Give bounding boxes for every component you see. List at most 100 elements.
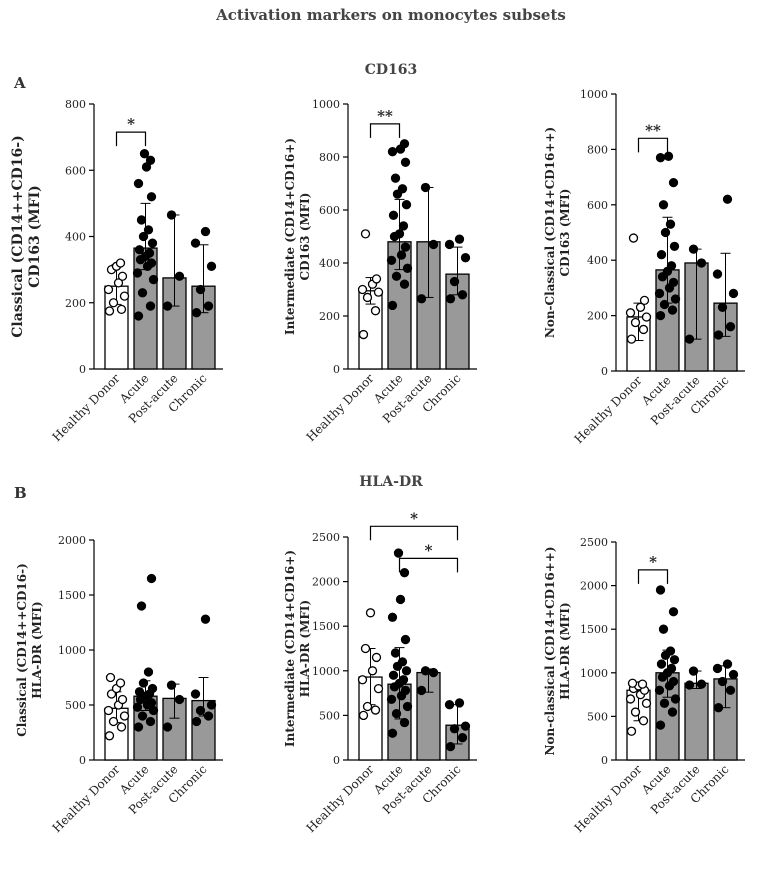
data-point-acute xyxy=(137,288,148,298)
bar-post-acute xyxy=(684,682,709,761)
data-point-acute xyxy=(668,676,679,687)
data-point-chronic xyxy=(712,269,723,279)
data-point-acute xyxy=(387,300,398,311)
data-point-acute xyxy=(655,153,666,163)
y-tick-label: 500 xyxy=(587,710,608,723)
data-point-healthy-donor xyxy=(635,302,646,312)
data-point-healthy-donor xyxy=(108,716,119,727)
significance-bracket xyxy=(369,123,401,138)
significance-bracket xyxy=(637,569,669,584)
data-point-acute xyxy=(660,227,671,238)
data-point-chronic xyxy=(712,663,723,674)
significance-star: * xyxy=(425,541,433,559)
significance-star: * xyxy=(410,509,418,527)
data-point-chronic xyxy=(457,290,468,300)
data-point-healthy-donor xyxy=(117,271,128,281)
y-tick-label: 1000 xyxy=(312,98,340,111)
data-point-acute xyxy=(655,720,666,730)
data-point-acute xyxy=(390,173,401,183)
y-axis-label: Classical (CD14++CD16-)CD163 (MFI) xyxy=(10,135,43,337)
data-point-chronic xyxy=(203,301,214,311)
data-point-acute xyxy=(394,229,405,239)
data-point-healthy-donor xyxy=(625,308,636,318)
data-point-acute xyxy=(668,607,679,617)
data-point-chronic xyxy=(195,705,206,716)
y-tick-label: 500 xyxy=(319,709,340,722)
data-point-acute xyxy=(145,155,156,165)
y-tick-label: 600 xyxy=(65,164,86,177)
data-point-acute xyxy=(667,305,678,315)
data-point-chronic xyxy=(190,689,201,699)
data-point-healthy-donor xyxy=(104,306,115,316)
data-point-healthy-donor xyxy=(370,705,381,715)
data-point-post-acute xyxy=(688,244,699,254)
data-point-acute xyxy=(656,659,667,669)
data-point-acute xyxy=(401,200,412,210)
data-point-acute xyxy=(668,177,679,188)
data-point-healthy-donor xyxy=(116,304,127,315)
data-point-acute xyxy=(655,310,666,321)
data-point-chronic xyxy=(454,234,465,244)
data-point-healthy-donor xyxy=(116,722,127,732)
y-tick-label: 1000 xyxy=(312,665,340,678)
data-point-healthy-donor xyxy=(119,291,130,301)
data-point-acute xyxy=(133,178,144,189)
data-point-healthy-donor xyxy=(360,229,371,239)
data-point-chronic xyxy=(722,659,733,669)
data-point-chronic xyxy=(206,700,217,710)
y-tick-label: 2000 xyxy=(58,534,86,547)
data-point-acute xyxy=(399,139,410,149)
significance-bracket xyxy=(398,557,459,573)
data-point-post-acute xyxy=(696,679,707,689)
category-label-healthy-donor: Healthy Donor xyxy=(304,371,377,444)
data-point-healthy-donor xyxy=(370,306,381,316)
data-point-healthy-donor xyxy=(115,258,126,268)
significance-star: * xyxy=(649,553,657,571)
chart-nonclassical-cd163: 0 200 400 600 800 1000 Non-Classical (CD14+CD1… xyxy=(543,88,745,446)
data-point-acute xyxy=(134,687,145,697)
chart-classical-hladr: 0 500 1000 1500 2000 Classical (CD14++CD16-)H… xyxy=(15,534,223,835)
data-point-chronic xyxy=(200,614,211,624)
data-point-post-acute xyxy=(428,239,439,250)
data-point-acute xyxy=(387,612,398,622)
data-point-acute xyxy=(670,694,681,704)
data-point-chronic xyxy=(728,288,739,299)
y-tick-label: 1000 xyxy=(58,644,86,657)
data-point-acute xyxy=(143,225,154,235)
data-point-acute xyxy=(145,716,156,727)
data-point-acute xyxy=(147,683,158,694)
chart-intermediate-cd163: 0 200 400 600 800 1000 Intermediate (CD14+CD16… xyxy=(283,98,477,444)
data-point-healthy-donor xyxy=(365,608,376,618)
data-point-acute xyxy=(400,157,411,167)
data-point-post-acute xyxy=(416,294,427,304)
category-label-healthy-donor: Healthy Donor xyxy=(572,373,645,446)
data-point-healthy-donor xyxy=(628,233,639,243)
y-axis-label: Non-Classical (CD14+CD16++)CD163 (MFI) xyxy=(543,127,572,338)
data-point-acute xyxy=(388,670,399,680)
data-point-acute xyxy=(147,238,158,248)
data-point-acute xyxy=(666,261,677,271)
data-point-healthy-donor xyxy=(105,672,116,683)
data-point-healthy-donor xyxy=(373,287,384,297)
data-point-acute xyxy=(137,711,148,721)
data-point-acute xyxy=(393,548,404,558)
y-tick-label: 600 xyxy=(587,199,608,212)
data-point-healthy-donor xyxy=(362,292,373,303)
data-point-acute xyxy=(670,294,681,304)
significance-star: * xyxy=(127,115,135,133)
data-point-acute xyxy=(146,192,157,202)
data-point-chronic xyxy=(725,685,736,695)
y-tick-label: 800 xyxy=(587,143,608,156)
category-label-healthy-donor: Healthy Donor xyxy=(50,371,123,444)
data-point-acute xyxy=(658,624,669,634)
y-axis-label: Intermediate (CD14+CD16+)CD163 (MFI) xyxy=(283,138,312,335)
data-point-healthy-donor xyxy=(358,710,369,721)
data-point-chronic xyxy=(460,253,471,263)
data-point-acute xyxy=(396,250,407,260)
data-point-acute xyxy=(141,162,152,172)
data-point-acute xyxy=(400,685,411,696)
data-point-healthy-donor xyxy=(113,278,124,288)
data-point-chronic xyxy=(449,276,460,287)
data-point-post-acute xyxy=(420,666,431,676)
